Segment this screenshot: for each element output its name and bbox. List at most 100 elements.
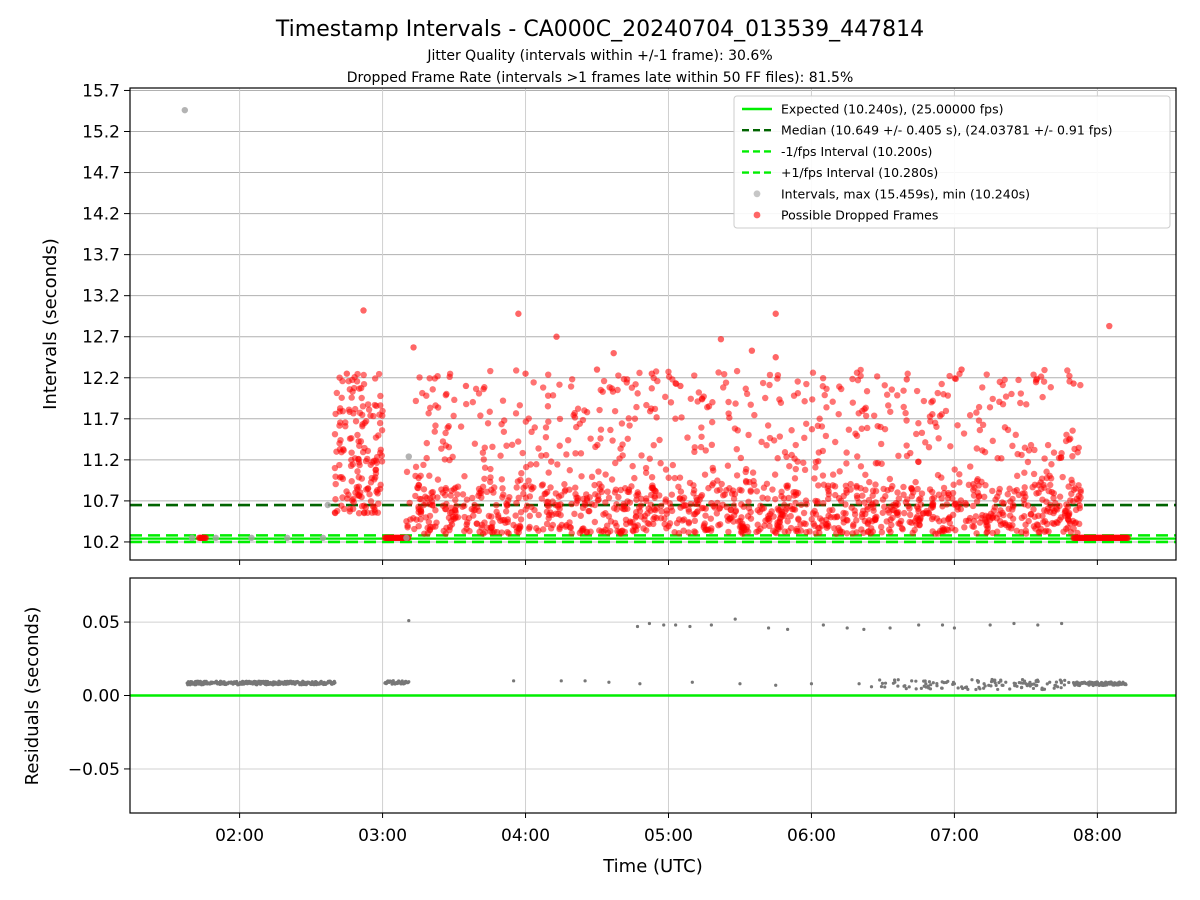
dropped-frame-point xyxy=(714,499,721,507)
dropped-frame-point xyxy=(872,481,879,488)
residual-point xyxy=(929,683,933,687)
dropped-frame-point xyxy=(1013,527,1020,534)
dropped-frame-point xyxy=(504,516,512,523)
dropped-frame-point xyxy=(571,510,578,518)
legend-box xyxy=(733,95,1171,229)
dropped-frame-point xyxy=(662,466,670,473)
dropped-frame-point xyxy=(1077,486,1084,494)
dropped-frame-point xyxy=(823,404,830,411)
dropped-frame-point xyxy=(726,414,733,421)
dropped-frame-point xyxy=(421,530,428,537)
residual-point xyxy=(1124,683,1128,687)
dropped-frame-point xyxy=(531,424,538,431)
dropped-frame-point xyxy=(427,523,434,531)
dropped-frame-point xyxy=(1022,527,1030,534)
residual-point xyxy=(583,679,587,683)
dropped-frame-point xyxy=(411,525,418,533)
dropped-frame-point xyxy=(849,399,857,406)
dropped-frame-point xyxy=(440,527,447,535)
residual-point xyxy=(709,623,713,627)
dropped-frame-point xyxy=(1000,500,1008,507)
dropped-frame-point xyxy=(766,434,774,442)
dropped-frame-point xyxy=(1006,485,1013,492)
dropped-frame-point xyxy=(824,485,831,492)
dropped-frame-point xyxy=(716,505,723,512)
dropped-frame-point xyxy=(1041,366,1048,374)
dropped-frame-point xyxy=(763,441,770,449)
residual-point xyxy=(919,686,923,691)
interval-point xyxy=(405,453,412,460)
dropped-frame-point xyxy=(956,471,963,478)
dropped-frame-point xyxy=(776,396,783,403)
dropped-frame-point xyxy=(337,436,344,444)
legend-entry-label: -1/fps Interval (10.200s) xyxy=(781,144,932,159)
dropped-frame-point xyxy=(433,519,440,526)
dropped-frame-point xyxy=(999,400,1007,408)
dropped-frame-point xyxy=(1009,501,1017,509)
dropped-frame-point xyxy=(625,415,632,422)
dropped-frame-point xyxy=(543,520,551,528)
dropped-frame-point xyxy=(873,373,881,380)
dropped-frame-point xyxy=(749,469,757,476)
dropped-frame-point xyxy=(1040,378,1048,385)
dropped-frame-point xyxy=(431,375,439,382)
dropped-frame-point xyxy=(367,498,375,505)
dropped-frame-point xyxy=(504,528,511,536)
intervals-x-ticks xyxy=(239,560,1098,565)
dropped-frame-point xyxy=(563,451,570,458)
dropped-frame-point xyxy=(1050,449,1058,456)
residuals-x-tick-label: 02:00 xyxy=(215,826,264,846)
dropped-frame-point xyxy=(657,460,664,467)
dropped-frame-point xyxy=(1053,518,1060,526)
dropped-frame-point xyxy=(650,520,657,528)
dropped-frame-point xyxy=(772,529,779,536)
dropped-frame-point xyxy=(425,410,432,417)
dropped-frame-point xyxy=(725,398,732,406)
dropped-frame-point xyxy=(500,491,507,498)
dropped-frame-point xyxy=(577,450,585,457)
dropped-frame-point xyxy=(691,372,698,379)
dropped-frame-point xyxy=(538,452,545,459)
dropped-frame-point xyxy=(658,508,665,515)
dropped-frame-point xyxy=(825,522,832,530)
dropped-frame-point xyxy=(623,376,631,383)
dropped-frame-point xyxy=(715,521,722,529)
dropped-frame-point xyxy=(587,435,594,442)
residual-point xyxy=(982,686,986,690)
dropped-frame-point xyxy=(878,440,885,448)
dropped-frame-point xyxy=(578,527,585,534)
dropped-frame-point xyxy=(506,493,513,501)
dropped-frame-point xyxy=(499,397,507,404)
dropped-frame-point xyxy=(1021,484,1028,491)
dropped-frame-point xyxy=(487,465,494,473)
dropped-frame-point xyxy=(1070,498,1077,505)
dropped-frame-point xyxy=(792,441,799,449)
dropped-frame-point xyxy=(925,510,932,517)
dropped-frame-point xyxy=(446,526,453,534)
dropped-frame-point xyxy=(854,453,861,460)
figure-subtitle-dropped: Dropped Frame Rate (intervals >1 frames … xyxy=(347,70,854,86)
dropped-frame-point xyxy=(1021,444,1029,451)
dropped-frame-point xyxy=(372,457,380,464)
dropped-frame-point xyxy=(489,443,496,451)
residual-point xyxy=(946,679,950,683)
dropped-frame-point xyxy=(514,438,522,445)
dropped-frame-point xyxy=(346,505,354,513)
dropped-frame-point xyxy=(543,508,551,516)
dropped-frame-point xyxy=(976,492,983,500)
dropped-frame-point xyxy=(867,530,874,537)
dropped-frame-point xyxy=(691,448,698,456)
dropped-frame-point xyxy=(806,528,813,535)
dropped-frame-point xyxy=(338,502,345,509)
dropped-frame-point xyxy=(1040,518,1047,526)
dropped-frame-point xyxy=(943,501,951,508)
intervals-y-tick-label: 10.7 xyxy=(82,492,120,512)
dropped-frame-point xyxy=(884,487,891,494)
residual-point xyxy=(733,617,737,621)
dropped-frame-point xyxy=(904,370,911,377)
residual-point xyxy=(512,679,516,683)
dropped-frame-point xyxy=(916,521,923,529)
dropped-frame-point xyxy=(946,514,953,521)
dropped-frame-point xyxy=(375,500,382,507)
dropped-frame-point xyxy=(604,488,611,495)
